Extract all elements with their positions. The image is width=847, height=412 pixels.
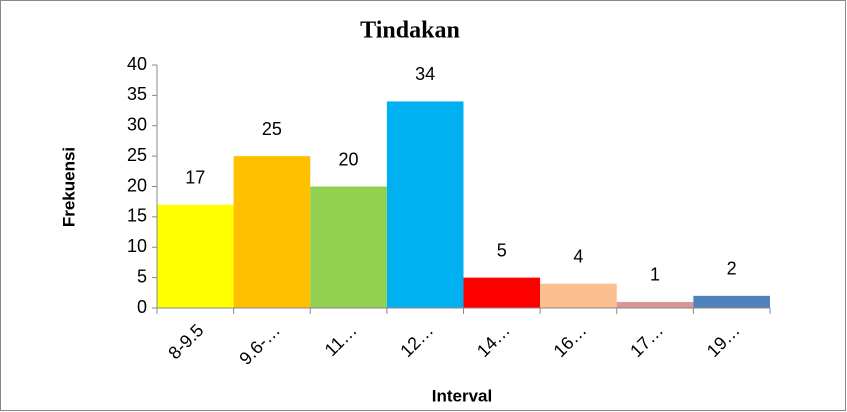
value-label: 5 bbox=[497, 240, 507, 260]
y-tick-label: 40 bbox=[127, 54, 147, 74]
y-tick-label: 5 bbox=[137, 266, 147, 286]
value-label: 17 bbox=[185, 167, 205, 187]
y-axis-title: Frekuensi bbox=[59, 147, 78, 227]
x-axis-title: Interval bbox=[432, 386, 492, 405]
bar bbox=[616, 301, 694, 308]
value-label: 2 bbox=[727, 259, 737, 279]
y-tick-label: 0 bbox=[137, 297, 147, 317]
value-label: 25 bbox=[262, 119, 282, 139]
y-tick-label: 15 bbox=[127, 206, 147, 226]
bar bbox=[463, 277, 541, 308]
chart-title: Tindakan bbox=[360, 18, 460, 44]
bar bbox=[540, 283, 617, 308]
y-tick-label: 35 bbox=[127, 84, 147, 104]
value-label: 4 bbox=[573, 246, 583, 266]
bar bbox=[233, 156, 311, 308]
bar bbox=[693, 295, 770, 308]
value-label: 34 bbox=[415, 64, 435, 84]
y-tick-label: 25 bbox=[127, 145, 147, 165]
value-label: 1 bbox=[650, 265, 660, 285]
bar bbox=[386, 101, 464, 308]
value-label: 20 bbox=[339, 149, 359, 169]
y-tick-label: 30 bbox=[127, 115, 147, 135]
bar bbox=[310, 186, 387, 308]
y-tick-label: 20 bbox=[127, 175, 147, 195]
y-tick-label: 10 bbox=[127, 236, 147, 256]
bar bbox=[157, 204, 234, 308]
